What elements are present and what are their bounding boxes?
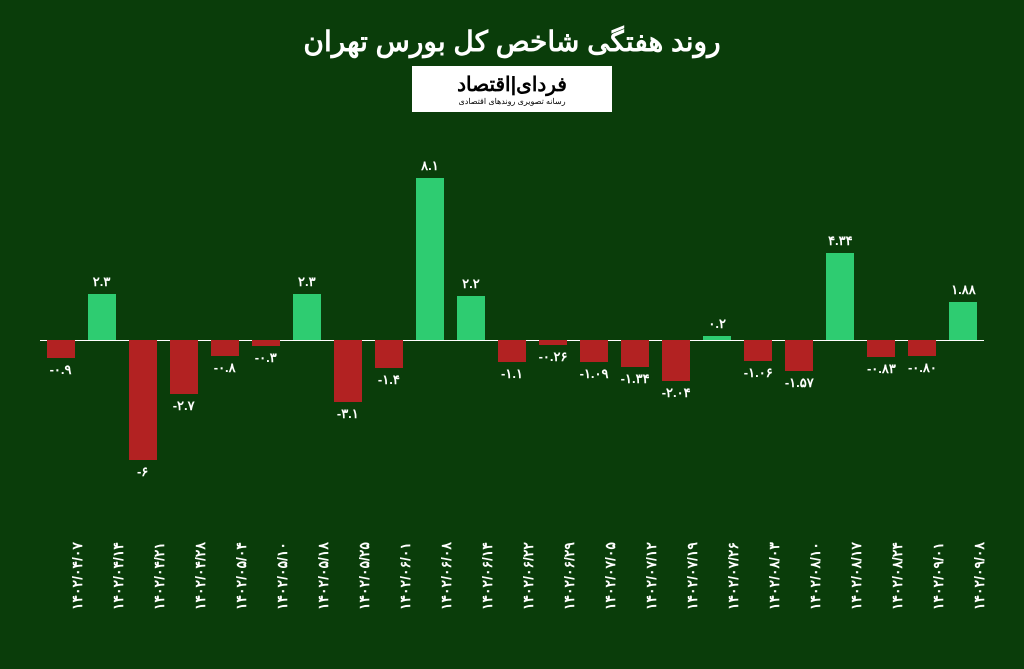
bar bbox=[703, 336, 731, 340]
x-axis-label: ۱۴۰۲/۰۶/۰۸ bbox=[438, 542, 455, 610]
chart-area: -۰.۹۲.۳-۶-۲.۷-۰.۸-۰.۳۲.۳-۳.۱-۱.۴۸.۱۲.۲-۱… bbox=[40, 150, 984, 470]
logo-sub: رسانه تصویری روندهای اقتصادی bbox=[422, 97, 602, 106]
bar-value-label: ۴.۳۴ bbox=[810, 233, 870, 249]
x-axis-label: ۱۴۰۲/۰۹/۰۸ bbox=[971, 542, 988, 610]
bar-value-label: -۱.۴ bbox=[359, 372, 419, 388]
x-axis-label: ۱۴۰۲/۰۶/۰۱ bbox=[397, 542, 414, 610]
x-axis-label: ۱۴۰۲/۰۴/۰۷ bbox=[69, 542, 86, 610]
x-axis-label: ۱۴۰۲/۰۶/۲۹ bbox=[561, 542, 578, 610]
bar bbox=[293, 294, 321, 340]
bar bbox=[170, 340, 198, 394]
bar-value-label: -۰.۳ bbox=[236, 350, 296, 366]
bar-value-label: -۲.۷ bbox=[154, 398, 214, 414]
x-axis-label: ۱۴۰۲/۰۴/۱۴ bbox=[110, 542, 127, 610]
bar bbox=[744, 340, 772, 361]
bar-value-label: ۰.۲ bbox=[687, 316, 747, 332]
logo-main: فردای|اقتصاد bbox=[422, 72, 602, 97]
bar-value-label: ۸.۱ bbox=[400, 158, 460, 174]
x-axis-label: ۱۴۰۲/۰۵/۱۰ bbox=[274, 542, 291, 610]
bar bbox=[375, 340, 403, 368]
x-axis-label: ۱۴۰۲/۰۸/۱۷ bbox=[848, 542, 865, 610]
x-axis-label: ۱۴۰۲/۰۵/۱۸ bbox=[315, 542, 332, 610]
bar bbox=[539, 340, 567, 345]
bar bbox=[88, 294, 116, 340]
x-axis-label: ۱۴۰۲/۰۸/۲۴ bbox=[889, 542, 906, 610]
bar bbox=[498, 340, 526, 362]
bar-value-label: ۲.۳ bbox=[72, 274, 132, 290]
x-axis-label: ۱۴۰۲/۰۷/۱۲ bbox=[643, 542, 660, 610]
bar-value-label: -۳.۱ bbox=[318, 406, 378, 422]
x-axis-label: ۱۴۰۲/۰۴/۲۱ bbox=[151, 542, 168, 610]
bar bbox=[662, 340, 690, 381]
bar bbox=[211, 340, 239, 356]
x-axis-label: ۱۴۰۲/۰۷/۲۶ bbox=[725, 542, 742, 610]
bar bbox=[785, 340, 813, 371]
bar-value-label: -۰.۸۰ bbox=[892, 360, 952, 376]
bar-value-label: -۶ bbox=[113, 464, 173, 480]
bar-value-label: -۱.۱ bbox=[482, 366, 542, 382]
x-axis-label: ۱۴۰۲/۰۸/۱۰ bbox=[807, 542, 824, 610]
bar bbox=[252, 340, 280, 346]
x-axis-label: ۱۴۰۲/۰۵/۰۴ bbox=[233, 542, 250, 610]
bar-value-label: ۲.۲ bbox=[441, 276, 501, 292]
bar bbox=[621, 340, 649, 367]
x-axis-label: ۱۴۰۲/۰۵/۲۵ bbox=[356, 542, 373, 610]
x-axis-label: ۱۴۰۲/۰۴/۲۸ bbox=[192, 542, 209, 610]
bar bbox=[580, 340, 608, 362]
logo-box: فردای|اقتصاد رسانه تصویری روندهای اقتصاد… bbox=[412, 66, 612, 112]
bar-value-label: -۲.۰۴ bbox=[646, 385, 706, 401]
bar bbox=[129, 340, 157, 460]
chart-container: روند هفتگی شاخص کل بورس تهران فردای|اقتص… bbox=[0, 0, 1024, 669]
bar-value-label: ۱.۸۸ bbox=[933, 282, 993, 298]
bar bbox=[457, 296, 485, 340]
bar bbox=[949, 302, 977, 340]
bar bbox=[334, 340, 362, 402]
bar bbox=[908, 340, 936, 356]
x-axis-label: ۱۴۰۲/۰۷/۰۵ bbox=[602, 542, 619, 610]
chart-title: روند هفتگی شاخص کل بورس تهران bbox=[0, 0, 1024, 58]
bar bbox=[416, 178, 444, 340]
x-axis-label: ۱۴۰۲/۰۹/۰۱ bbox=[930, 542, 947, 610]
x-axis-label: ۱۴۰۲/۰۸/۰۳ bbox=[766, 542, 783, 610]
bar-value-label: -۰.۹ bbox=[31, 362, 91, 378]
bar bbox=[826, 253, 854, 340]
bar bbox=[47, 340, 75, 358]
x-axis-labels: ۱۴۰۲/۰۴/۰۷ ۱۴۰۲/۰۴/۱۴ ۱۴۰۲/۰۴/۲۱ ۱۴۰۲/۰۴/۲۸… bbox=[40, 500, 984, 650]
x-axis-label: ۱۴۰۲/۰۶/۲۲ bbox=[520, 542, 537, 610]
bar-value-label: -۱.۵۷ bbox=[769, 375, 829, 391]
x-axis-label: ۱۴۰۲/۰۶/۱۴ bbox=[479, 542, 496, 610]
bar-value-label: -۰.۲۶ bbox=[523, 349, 583, 365]
x-axis-label: ۱۴۰۲/۰۷/۱۹ bbox=[684, 542, 701, 610]
bar bbox=[867, 340, 895, 357]
bar-value-label: ۲.۳ bbox=[277, 274, 337, 290]
